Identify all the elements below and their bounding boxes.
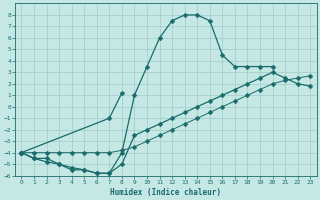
X-axis label: Humidex (Indice chaleur): Humidex (Indice chaleur) <box>110 188 221 197</box>
